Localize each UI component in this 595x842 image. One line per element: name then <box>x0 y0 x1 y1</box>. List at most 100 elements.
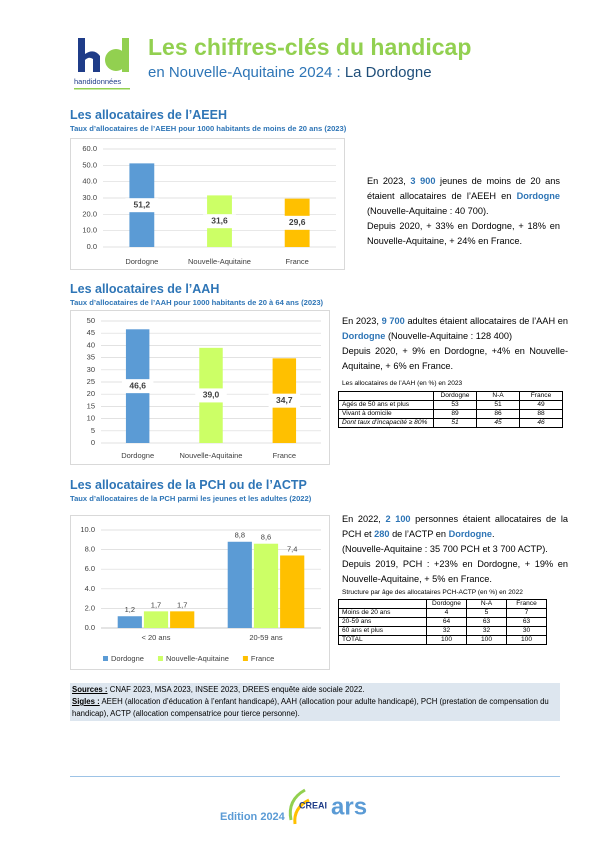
y-tick-label: 25 <box>87 377 95 386</box>
partner-logos: CREAI ars <box>288 788 367 825</box>
row-label: Moins de 20 ans <box>338 608 427 618</box>
logo: handidonnées <box>74 38 130 90</box>
table-row: 20-59 ans 64 63 63 <box>338 617 547 627</box>
header-cell: France <box>519 391 563 401</box>
cell: 100 <box>506 635 547 645</box>
x-tick-label: 20-59 ans <box>249 633 283 642</box>
highlight: 9 700 <box>381 316 405 326</box>
value-label: 29,6 <box>289 217 306 227</box>
header-cell: N-A <box>466 599 507 609</box>
y-tick-label: 6.0 <box>85 564 95 573</box>
legend-swatch <box>103 656 108 661</box>
value-label-bg <box>280 215 314 230</box>
cell: 53 <box>433 400 477 410</box>
row-label: TOTAL <box>338 635 427 645</box>
x-tick-label: Nouvelle-Aquitaine <box>180 451 243 460</box>
cell: 63 <box>506 617 547 627</box>
bar <box>143 611 169 628</box>
edition: Edition 2024 <box>220 811 285 823</box>
y-tick-label: 30.0 <box>82 193 97 202</box>
cell: 100 <box>426 635 467 645</box>
value-label: 51,2 <box>134 199 151 209</box>
value-label: 8,8 <box>235 531 245 540</box>
logo-shape <box>105 49 127 71</box>
bar <box>170 611 195 628</box>
section-heading: Les allocataires de l’AAH <box>70 282 220 296</box>
row-label: Vivant à domicile <box>338 409 434 419</box>
cell: 5 <box>466 608 507 618</box>
y-tick-label: 45 <box>87 328 95 337</box>
y-tick-label: 20 <box>87 389 95 398</box>
chart-subtitle: Taux d’allocataires de l’AEEH pour 1000 … <box>70 124 347 133</box>
cell: 63 <box>466 617 507 627</box>
y-tick-label: 15 <box>87 401 95 410</box>
y-tick-label: 50.0 <box>82 160 97 169</box>
cell: 89 <box>433 409 477 419</box>
legend-swatch <box>242 656 248 661</box>
logo-shape <box>85 51 100 72</box>
chart: 0 5 10 15 20 25 30 35 40 45 50 Dordogne Nouvelle-Aqu… <box>70 310 330 465</box>
value-label: 46,6 <box>129 380 146 390</box>
text: adultes étaient allocataires de l’AAH en <box>404 316 568 326</box>
y-tick-label: 2.0 <box>85 603 95 612</box>
value-label: 8,6 <box>261 533 271 542</box>
legend-label: Nouvelle-Aquitaine <box>166 654 229 663</box>
legend-label: Dordogne <box>111 654 144 663</box>
value-label: 7,4 <box>287 544 297 553</box>
section-text: En 2022, 2 100 personnes étaient allocat… <box>342 512 568 587</box>
y-tick-label: 40.0 <box>82 177 97 186</box>
text: (Nouvelle-Aquitaine : 128 400) <box>385 331 513 341</box>
sigles-text: AEEH (allocation d’éducation à l’enfant … <box>72 697 549 718</box>
chart: 0.0 10.0 20.0 30.0 40.0 50.0 60.0 Dordogne Nouve… <box>70 138 345 270</box>
value-label: 39,0 <box>203 390 220 400</box>
x-tick-label: France <box>273 451 296 460</box>
cell: 51 <box>476 400 520 410</box>
y-tick-label: 4.0 <box>85 584 95 593</box>
bar <box>253 543 279 628</box>
y-tick-label: 5 <box>91 426 95 435</box>
x-tick-label: < 20 ans <box>142 633 171 642</box>
table-row: TOTAL 100 100 100 <box>338 635 547 645</box>
cell: 100 <box>466 635 507 645</box>
legend-swatch <box>157 656 163 661</box>
highlight: 3 900 <box>410 176 436 186</box>
sources-label: Sources : <box>72 685 108 694</box>
y-tick-label: 35 <box>87 353 95 362</box>
y-tick-label: 0.0 <box>85 623 95 632</box>
partner-name: ars <box>331 793 367 820</box>
text: (Nouvelle-Aquitaine : 40 700). <box>367 206 489 216</box>
sources-text: CNAF 2023, MSA 2023, INSEE 2023, DREES e… <box>107 685 365 694</box>
x-tick-label: Nouvelle-Aquitaine <box>188 257 251 266</box>
text: Depuis 2019, PCH : +23% en Dordogne, + 1… <box>342 559 568 584</box>
table-row: 60 ans et plus 32 32 30 <box>338 626 547 636</box>
x-tick-label: France <box>285 257 308 266</box>
text: Depuis 2020, + 9% en Dordogne, +4% en No… <box>342 346 568 371</box>
cell: 32 <box>426 626 467 636</box>
table: Dordogne N-A France Moins de 20 ans 4 5 7 20-59… <box>338 599 547 645</box>
header-cell: N-A <box>476 391 520 401</box>
table-wrap: Dordogne N-A France Agés de 50 ans et plus 5… <box>338 391 563 428</box>
cell: 7 <box>506 608 547 618</box>
text: jeunes de moins de 20 ans étaient alloca… <box>367 176 560 201</box>
value-label-bg <box>268 393 301 408</box>
y-tick-label: 20.0 <box>82 209 97 218</box>
legend-label: France <box>251 654 274 663</box>
cell: 4 <box>426 608 467 618</box>
value-label: 31,6 <box>211 215 228 225</box>
text: Depuis 2020, + 33% en Dordogne, + 18% en… <box>367 221 560 246</box>
y-tick-label: 50 <box>87 316 95 325</box>
chart-subtitle: Taux d’allocataires de l’AAH pour 1000 h… <box>70 298 324 307</box>
sources-box: Sources : CNAF 2023, MSA 2023, INSEE 202… <box>70 683 560 721</box>
cell: 46 <box>519 418 563 428</box>
header-cell: France <box>506 599 547 609</box>
subtitle-text: en Nouvelle-Aquitaine 2024 : <box>148 64 341 81</box>
header-cell <box>338 599 427 609</box>
table-header-row: Dordogne N-A France <box>338 391 563 401</box>
table-row: Vivant à domicile 89 86 88 <box>338 409 563 419</box>
y-tick-label: 60.0 <box>82 144 97 153</box>
sigles-label: Sigles : <box>72 697 100 706</box>
table-row: Agés de 50 ans et plus 53 51 49 <box>338 400 563 410</box>
footer-rule <box>70 776 560 777</box>
logo-rule <box>74 88 130 90</box>
